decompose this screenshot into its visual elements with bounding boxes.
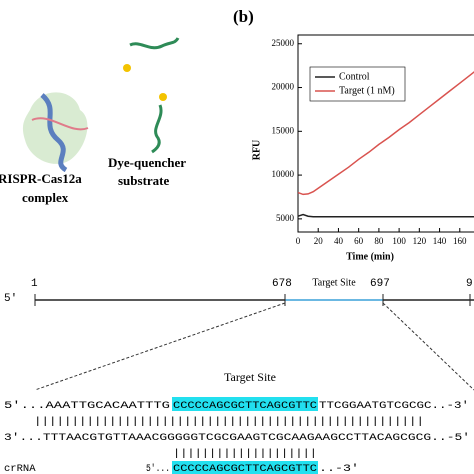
sequence-top: TTCGGAATGTCGCGC..-3′ bbox=[319, 400, 469, 412]
series-line bbox=[297, 213, 474, 218]
y-tick-label: 25000 bbox=[272, 38, 295, 48]
x-tick-label: 160 bbox=[453, 236, 467, 246]
substrate-label: Dye-quencher bbox=[108, 155, 186, 170]
dye bbox=[123, 64, 131, 72]
zoom-line bbox=[382, 302, 474, 391]
complex-label: complex bbox=[22, 190, 69, 205]
position: 678 bbox=[272, 278, 292, 290]
complex-label: RISPR-Cas12a bbox=[0, 171, 82, 186]
sequence-bottom: 3′...TTTAACGTGTTAAACGGGGGTCGCGAAGTCGCAAG… bbox=[4, 432, 470, 444]
substrate-strand bbox=[129, 37, 180, 50]
illustration-labels: RISPR-Cas12a complex Dye-quencher substr… bbox=[0, 155, 186, 205]
position: 9 bbox=[466, 278, 473, 290]
y-tick-label: 10000 bbox=[272, 169, 295, 179]
target-highlight bbox=[172, 397, 318, 411]
substrate-label: substrate bbox=[118, 173, 170, 188]
position: 1 bbox=[31, 278, 38, 290]
crrna-sequence: 5′... bbox=[146, 463, 170, 474]
target-label: Target Site bbox=[312, 277, 356, 288]
crrna-highlight bbox=[172, 461, 318, 474]
crrna-strand bbox=[31, 117, 89, 131]
protein-blob bbox=[22, 92, 88, 164]
x-axis-label: Time (min) bbox=[346, 251, 394, 262]
y-tick-label: 20000 bbox=[272, 82, 295, 92]
x-tick-label: 100 bbox=[392, 236, 406, 246]
y-tick-label: 5000 bbox=[276, 213, 295, 223]
y-tick-label: 15000 bbox=[272, 125, 295, 135]
x-tick-label: 40 bbox=[334, 236, 344, 246]
y-axis-label: RFU bbox=[251, 140, 262, 161]
substrate-strand bbox=[151, 104, 163, 154]
crrna-target: CCCCCAGCGCTTCAGCGTTC bbox=[173, 463, 317, 474]
x-tick-label: 60 bbox=[354, 236, 364, 246]
panel-label: (b) bbox=[233, 7, 254, 26]
sequence-top: 5′...AAATTGCACAATTTG bbox=[4, 400, 170, 412]
x-tick-label: 120 bbox=[413, 236, 427, 246]
crrna-sequence: ..-3′ bbox=[319, 463, 359, 474]
legend-label: Control bbox=[339, 71, 370, 82]
helix bbox=[40, 93, 68, 173]
strand-end: 5′ bbox=[4, 293, 17, 305]
sequence-map: 5′ 1 678 697 9 Target Site bbox=[4, 277, 474, 391]
crrna-label: crRNA bbox=[4, 463, 36, 474]
legend-box bbox=[309, 66, 406, 102]
x-tick-label: 0 bbox=[296, 236, 301, 246]
x-tick-label: 140 bbox=[433, 236, 447, 246]
dye bbox=[159, 93, 167, 101]
x-tick-label: 20 bbox=[314, 236, 324, 246]
sequence-title: Target Site bbox=[224, 370, 276, 384]
plot-frame bbox=[297, 34, 474, 233]
zoom-line bbox=[34, 302, 286, 391]
line-chart: 5000 10000 15000 20000 25000 0 20 40 60 80 100 120 1… bbox=[251, 34, 474, 262]
base-pairing: ||||||||||||||||||||||||||||||||||||||||… bbox=[34, 416, 424, 428]
sequence: Target Site 5′...AAATTGCACAATTTG CCCCCAG… bbox=[4, 370, 470, 474]
position: 697 bbox=[370, 278, 390, 290]
sequence-target: CCCCCAGCGCTTCAGCGTTC bbox=[173, 400, 317, 412]
illustration bbox=[22, 37, 180, 173]
crrna-pairing: |||||||||||||||||||| bbox=[173, 448, 317, 460]
series-line bbox=[297, 71, 474, 196]
legend-label: Target (1 nM) bbox=[339, 85, 395, 96]
x-tick-label: 80 bbox=[374, 236, 384, 246]
